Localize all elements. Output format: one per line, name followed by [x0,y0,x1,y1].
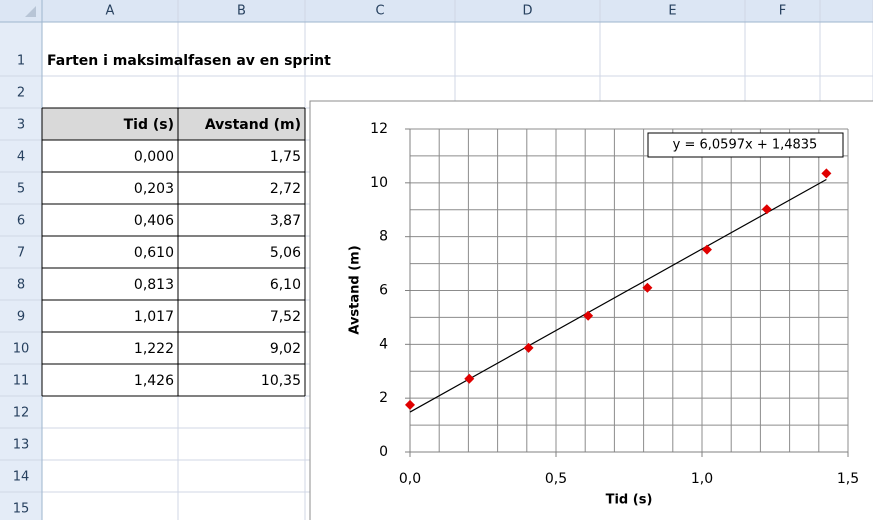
table-cell: 3,87 [270,213,301,229]
table-header: Avstand (m) [205,117,301,133]
trendline-label-box [647,132,844,158]
row-header[interactable]: 14 [13,470,30,485]
row-header[interactable]: 5 [17,182,25,197]
row-header[interactable]: 15 [13,502,30,517]
x-tick-label: 0,5 [545,471,567,487]
row-header-bar [0,22,42,520]
trendline [409,178,827,413]
y-tick-label: 6 [379,283,388,299]
select-all-corner [25,6,36,17]
data-point [642,282,653,293]
x-tick-label: 1,0 [691,471,713,487]
data-point [464,373,475,384]
column-header[interactable]: F [779,4,786,19]
table-cell: 1,426 [134,373,174,389]
table-cell: 1,017 [134,309,174,325]
row-header[interactable]: 13 [13,438,30,453]
row-header[interactable]: 12 [13,406,30,421]
x-tick-label: 0,0 [399,471,421,487]
row-header[interactable]: 9 [17,310,25,325]
data-point [405,399,415,410]
table-cell: 7,52 [270,309,301,325]
data-point [701,244,712,255]
row-header[interactable]: 1 [17,54,25,69]
table-header-bg [42,108,305,140]
table-header: Tid (s) [124,117,174,133]
y-tick-label: 2 [379,390,388,406]
row-header[interactable]: 7 [17,246,25,261]
table-cell: 1,222 [134,341,174,357]
data-point [761,204,772,215]
column-header[interactable]: C [375,4,384,19]
table-cell: 0,000 [134,149,174,165]
row-header[interactable]: 6 [17,214,25,229]
table-cell: 10,35 [261,373,301,389]
data-point [583,310,594,321]
y-tick-label: 4 [379,336,388,352]
column-header-bar [0,0,873,22]
row-header[interactable]: 10 [13,342,30,357]
x-tick-label: 1,5 [837,471,859,487]
data-point [523,342,534,353]
table-cell: 0,406 [134,213,174,229]
table-cell: 9,02 [270,341,301,357]
column-header[interactable]: A [106,4,115,19]
row-header[interactable]: 2 [17,86,25,101]
trendline-label: y = 6,0597x + 1,4835 [673,138,818,153]
row-header[interactable]: 11 [13,374,30,389]
sheet-title: Farten i maksimalfasen av en sprint [47,53,331,69]
y-axis-title: Avstand (m) [348,245,363,334]
y-tick-label: 8 [379,229,388,245]
table-cell: 2,72 [270,181,301,197]
table-cell: 0,813 [134,277,174,293]
column-header[interactable]: E [668,4,676,19]
table-cell: 0,203 [134,181,174,197]
table-cell: 0,610 [134,245,174,261]
column-header[interactable]: B [237,4,246,19]
y-tick-label: 0 [379,444,388,460]
row-header[interactable]: 3 [17,118,25,133]
y-tick-label: 12 [370,121,388,137]
y-tick-label: 10 [370,175,388,191]
table-cell: 1,75 [270,149,301,165]
data-point [821,168,832,179]
column-header[interactable]: D [522,4,532,19]
x-axis-title: Tid (s) [606,493,653,508]
table-cell: 5,06 [270,245,301,261]
row-header[interactable]: 4 [17,150,25,165]
row-header[interactable]: 8 [17,278,25,293]
table-cell: 6,10 [270,277,301,293]
